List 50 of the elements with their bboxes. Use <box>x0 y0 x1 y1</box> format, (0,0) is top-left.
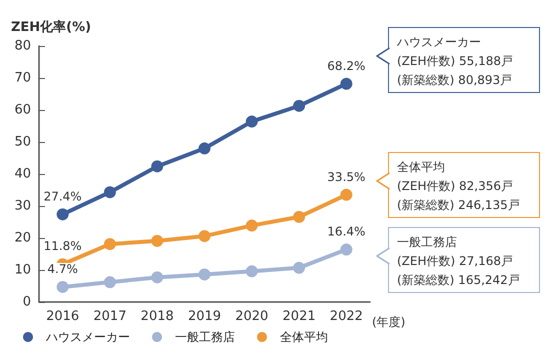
point <box>340 78 352 90</box>
point <box>198 268 210 280</box>
point <box>293 262 306 274</box>
x-tick-label: 2021 <box>282 309 316 324</box>
point <box>293 100 306 112</box>
point <box>198 142 210 154</box>
point <box>56 208 69 220</box>
point <box>246 220 258 232</box>
y-tick-label: 30 <box>14 198 31 214</box>
text: 全体平均 (ZEH件数) 82,356戸 (新築総数) 246,135戸 <box>388 152 540 218</box>
point <box>293 210 306 223</box>
x-tick-label: 2022 <box>330 309 363 324</box>
legend-label: ハウスメーカー <box>45 330 130 344</box>
y-tick-label: 50 <box>14 134 31 150</box>
text: ハウスメーカー (ZEH件数) 55,188戸 (新築総数) 80,893戸 <box>388 27 540 93</box>
y-tick-label: 40 <box>14 166 31 182</box>
legend-label: 一般工務店 <box>175 330 235 344</box>
y-axis-title: ZEH化率(%) <box>11 19 92 35</box>
data-label: 27.4% <box>44 189 82 204</box>
point <box>246 116 258 128</box>
data-label: 11.8% <box>44 239 82 254</box>
point <box>104 238 116 250</box>
y-tick-label: 70 <box>14 70 31 86</box>
y-tick-label: 10 <box>14 262 31 278</box>
point <box>246 265 258 278</box>
point <box>198 230 210 242</box>
data-label: 4.7% <box>47 262 78 276</box>
point <box>104 276 116 288</box>
x-tick-label: 2017 <box>93 309 126 324</box>
x-tick-label: 2020 <box>235 309 268 324</box>
y-tick-label: 60 <box>14 102 31 118</box>
data-label: 33.5% <box>327 170 366 184</box>
x-tick-label: 2016 <box>46 309 80 324</box>
point <box>340 188 352 201</box>
point <box>104 186 116 198</box>
text: 一般工務店 (ZEH件数) 27,168戸 (新築総数) 165,242戸 <box>388 227 540 293</box>
point <box>151 234 164 247</box>
x-tick-label: 2019 <box>188 309 222 324</box>
y-tick-label: 80 <box>14 38 31 54</box>
data-label: 16.4% <box>327 224 366 239</box>
data-label: 68.2% <box>327 58 366 73</box>
x-tick-label: 2018 <box>140 309 174 324</box>
x-axis-title: (年度) <box>372 315 406 329</box>
point <box>56 280 69 293</box>
point <box>340 244 352 256</box>
point <box>151 271 164 284</box>
point <box>151 160 164 172</box>
legend-label: 全体平均 <box>280 330 328 344</box>
y-tick-label: 0 <box>22 294 31 310</box>
y-tick-label: 20 <box>14 230 31 246</box>
